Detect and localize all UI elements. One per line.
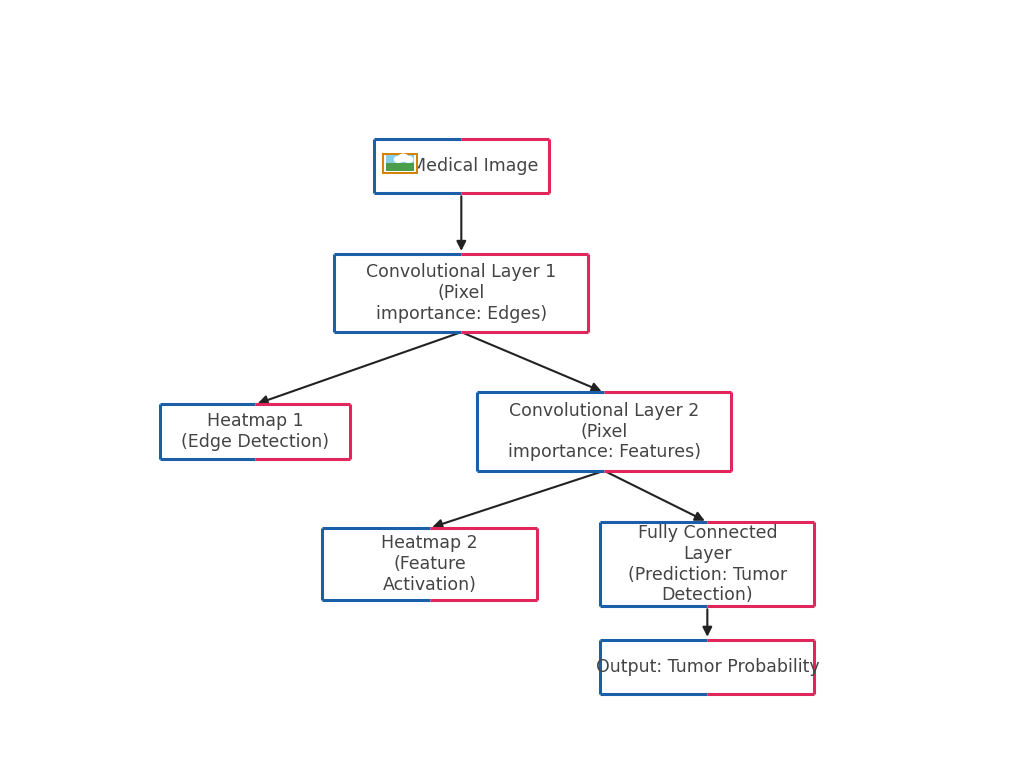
Bar — [334, 254, 588, 332]
Circle shape — [397, 153, 409, 162]
Text: Heatmap 1
(Edge Detection): Heatmap 1 (Edge Detection) — [181, 412, 329, 451]
Bar — [477, 392, 731, 471]
Text: Heatmap 2
(Feature
Activation): Heatmap 2 (Feature Activation) — [381, 535, 478, 594]
Bar — [600, 640, 814, 694]
Bar — [384, 154, 416, 172]
Bar — [382, 153, 418, 174]
Circle shape — [404, 156, 414, 163]
Text: Medical Image: Medical Image — [400, 157, 539, 175]
Bar — [374, 139, 549, 193]
Text: Convolutional Layer 2
(Pixel
importance: Features): Convolutional Layer 2 (Pixel importance:… — [508, 402, 700, 461]
Bar — [160, 405, 350, 459]
Bar — [386, 155, 414, 165]
Bar — [386, 164, 414, 171]
Text: Output: Tumor Probability: Output: Tumor Probability — [596, 658, 819, 676]
Text: Convolutional Layer 1
(Pixel
importance: Edges): Convolutional Layer 1 (Pixel importance:… — [367, 263, 556, 323]
Text: Fully Connected
Layer
(Prediction: Tumor
Detection): Fully Connected Layer (Prediction: Tumor… — [628, 524, 786, 604]
Circle shape — [393, 156, 403, 163]
Bar — [600, 522, 814, 606]
Bar — [323, 528, 537, 601]
